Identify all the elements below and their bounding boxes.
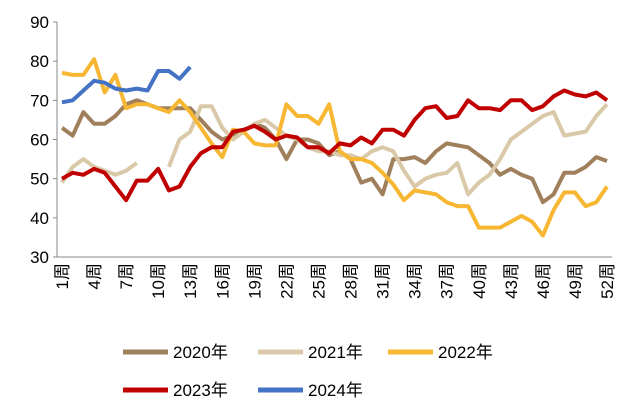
x-tick-label: 13周	[181, 263, 200, 299]
x-tick-label: 49周	[566, 263, 585, 299]
y-tick-label: 50	[30, 170, 49, 189]
x-tick-label: 40周	[470, 263, 489, 299]
x-tick-label: 7周	[117, 263, 136, 289]
y-tick-label: 60	[30, 131, 49, 150]
x-tick-label: 31周	[374, 263, 393, 299]
y-tick-label: 80	[30, 52, 49, 71]
legend-label: 2021年	[308, 343, 363, 362]
x-tick-label: 46周	[534, 263, 553, 299]
x-tick-label: 28周	[342, 263, 361, 299]
x-tick-label: 25周	[309, 263, 328, 299]
x-tick-label: 19周	[245, 263, 264, 299]
y-tick-label: 40	[30, 209, 49, 228]
x-tick-label: 16周	[213, 263, 232, 299]
x-tick-label: 10周	[149, 263, 168, 299]
series-line	[61, 57, 609, 238]
x-tick-label: 22周	[277, 263, 296, 299]
legend-label: 2020年	[173, 343, 228, 362]
series-line	[61, 65, 192, 105]
x-tick-label: 4周	[85, 263, 104, 289]
legend-label: 2022年	[438, 343, 493, 362]
x-tick-label: 34周	[406, 263, 425, 299]
y-tick-label: 30	[30, 248, 49, 267]
x-tick-label: 52周	[598, 263, 617, 299]
x-tick-label: 37周	[438, 263, 457, 299]
y-tick-label: 90	[30, 13, 49, 32]
y-tick-label: 70	[30, 91, 49, 110]
series-line	[61, 88, 609, 203]
legend-label: 2024年	[308, 381, 363, 400]
legend-label: 2023年	[173, 381, 228, 400]
x-tick-label: 1周	[53, 263, 72, 289]
x-tick-label: 43周	[502, 263, 521, 299]
